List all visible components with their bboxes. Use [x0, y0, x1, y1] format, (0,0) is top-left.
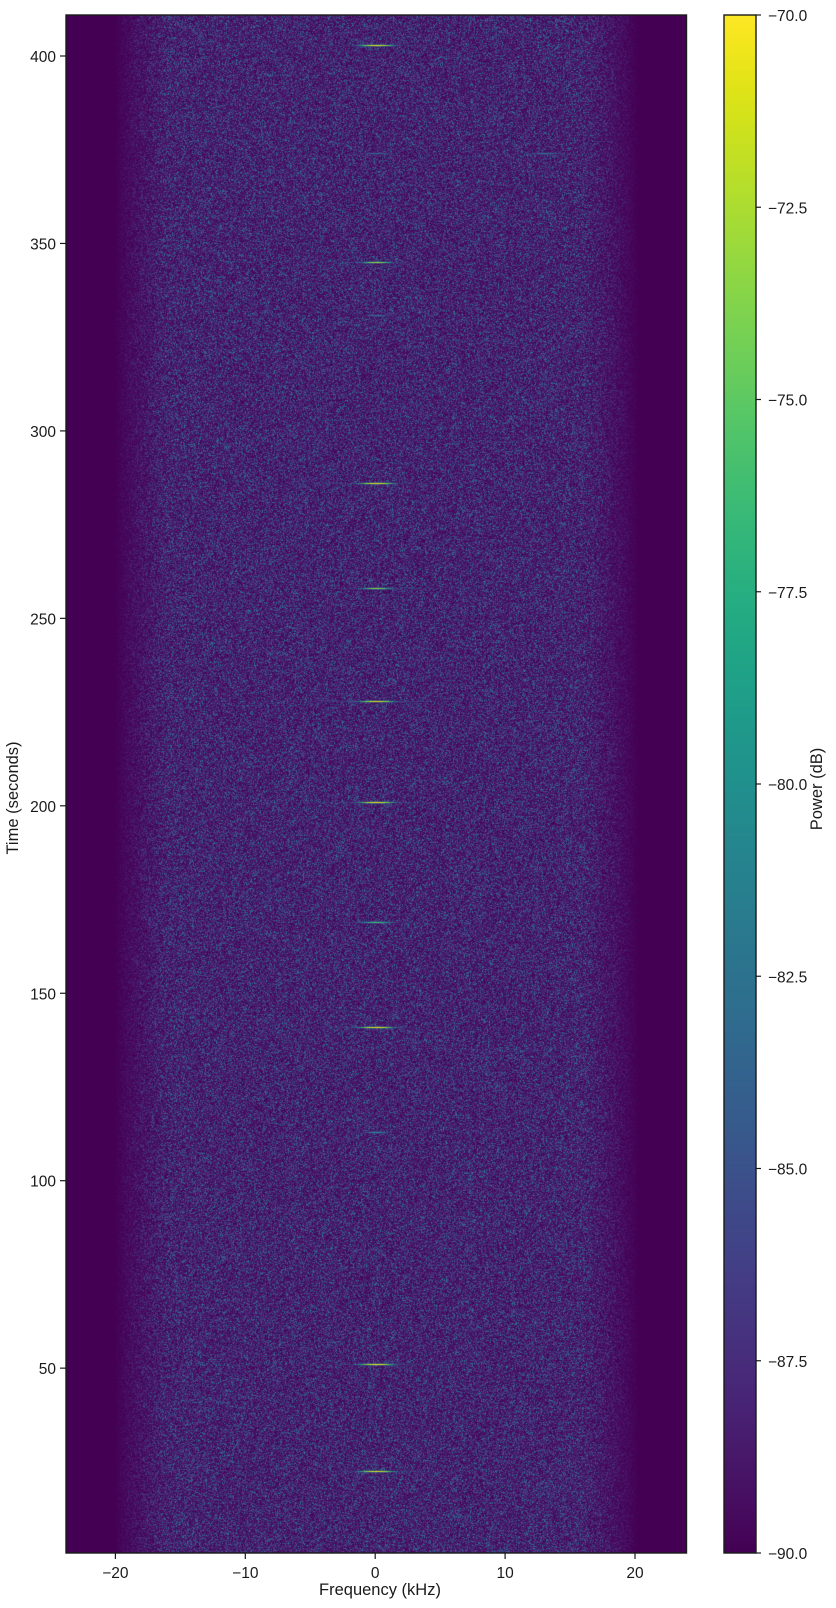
svg-text:−77.5: −77.5: [768, 585, 807, 602]
svg-text:200: 200: [30, 799, 56, 816]
svg-text:100: 100: [30, 1174, 56, 1191]
svg-text:400: 400: [30, 49, 56, 66]
svg-text:50: 50: [39, 1361, 57, 1378]
svg-text:150: 150: [30, 986, 56, 1003]
svg-text:250: 250: [30, 611, 56, 628]
svg-text:−90.0: −90.0: [768, 1546, 808, 1563]
svg-text:−85.0: −85.0: [768, 1162, 808, 1179]
svg-text:0: 0: [371, 1565, 380, 1582]
svg-text:Frequency (kHz): Frequency (kHz): [319, 1581, 441, 1599]
svg-text:−20: −20: [102, 1565, 129, 1582]
svg-text:350: 350: [30, 236, 56, 253]
svg-text:−75.0: −75.0: [768, 393, 808, 410]
svg-text:20: 20: [626, 1565, 644, 1582]
svg-text:Time (seconds): Time (seconds): [4, 741, 22, 854]
svg-text:−80.0: −80.0: [768, 777, 808, 794]
svg-text:−87.5: −87.5: [768, 1354, 807, 1371]
svg-text:−10: −10: [232, 1565, 259, 1582]
svg-text:−72.5: −72.5: [768, 200, 807, 217]
svg-text:−70.0: −70.0: [768, 8, 808, 25]
svg-text:10: 10: [496, 1565, 514, 1582]
svg-text:300: 300: [30, 424, 56, 441]
svg-text:Power (dB): Power (dB): [808, 748, 826, 831]
svg-text:−82.5: −82.5: [768, 969, 807, 986]
